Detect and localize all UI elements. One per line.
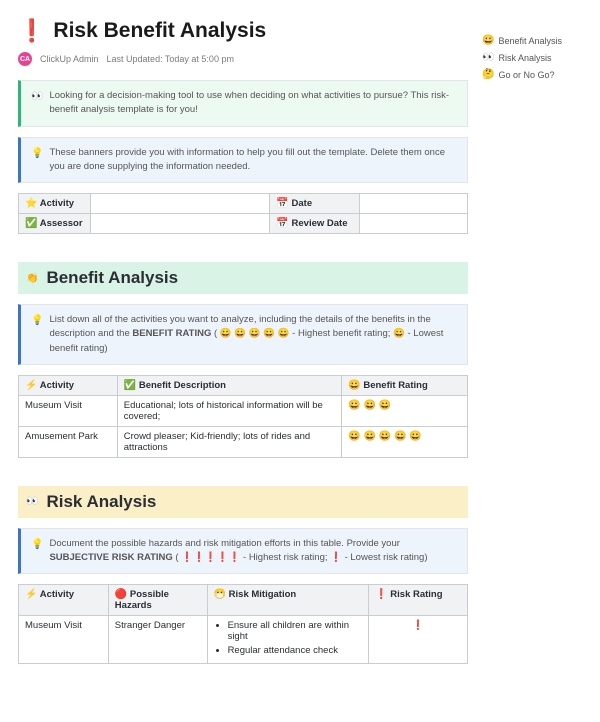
risk-rating-0: ❗ xyxy=(369,616,468,664)
benefit-table: ⚡ Activity ✅ Benefit Description 😀 Benef… xyxy=(18,375,468,458)
sidebar-item-label: Go or No Go? xyxy=(498,70,554,80)
risk-section-title: Risk Analysis xyxy=(46,492,156,512)
bolt-icon: ⚡ xyxy=(25,380,37,391)
info-table: ⭐ Activity 📅 Date ✅ Assessor 📅 Review Da… xyxy=(18,193,468,234)
sidebar-item-risk[interactable]: 👀 Risk Analysis xyxy=(482,49,592,66)
benefit-section-header: 👏 Benefit Analysis xyxy=(18,262,468,294)
smile-icon: 😀 xyxy=(348,380,360,391)
risk-activity-0: Museum Visit xyxy=(19,616,109,664)
info-activity-label: Activity xyxy=(40,198,74,209)
risk-col-activity: Activity xyxy=(40,589,74,600)
calendar-icon: 📅 xyxy=(276,198,288,209)
benefit-col-activity: Activity xyxy=(40,380,74,391)
risk-banner-text: Document the possible hazards and risk m… xyxy=(49,537,457,566)
bulb-icon: 💡 xyxy=(31,146,43,175)
exclamation-icon: ❗ xyxy=(375,589,387,600)
table-row: Museum Visit Educational; lots of histor… xyxy=(19,395,468,426)
risk-col-mitigation: Risk Mitigation xyxy=(229,589,297,600)
info-date-label: Date xyxy=(292,198,313,209)
sidebar-item-benefit[interactable]: 😀 Benefit Analysis xyxy=(482,32,592,49)
benefit-banner: 💡 List down all of the activities you wa… xyxy=(18,304,468,365)
risk-table: ⚡ Activity 🔴 Possible Hazards 😷 Risk Mit… xyxy=(18,584,468,664)
author-avatar: CA xyxy=(18,52,32,66)
benefit-activity-0: Museum Visit xyxy=(19,395,118,426)
bolt-icon: ⚡ xyxy=(25,589,37,600)
smile-icon: 😀 xyxy=(482,35,494,46)
benefit-desc-1: Crowd pleaser; Kid-friendly; lots of rid… xyxy=(117,426,342,457)
page-meta: CA ClickUp Admin Last Updated: Today at … xyxy=(18,52,468,66)
page-title: ❗ Risk Benefit Analysis xyxy=(18,18,468,44)
check-icon: ✅ xyxy=(25,218,37,229)
benefit-col-rating: Benefit Rating xyxy=(363,380,427,391)
exclamation-icon: ❗ xyxy=(18,18,45,44)
table-row: Museum Visit Stranger Danger Ensure all … xyxy=(19,616,468,664)
sidebar: 😀 Benefit Analysis 👀 Risk Analysis 🤔 Go … xyxy=(482,32,592,83)
info-activity-value[interactable] xyxy=(90,194,270,214)
last-updated: Last Updated: Today at 5:00 pm xyxy=(107,54,234,64)
check-icon: ✅ xyxy=(124,380,136,391)
page-title-text: Risk Benefit Analysis xyxy=(53,19,266,43)
intro-banner: 👀 Looking for a decision-making tool to … xyxy=(18,80,468,127)
benefit-banner-text: List down all of the activities you want… xyxy=(49,313,457,356)
calendar-icon: 📅 xyxy=(276,218,288,229)
table-row: Amusement Park Crowd pleaser; Kid-friend… xyxy=(19,426,468,457)
info-reviewdate-value[interactable] xyxy=(360,214,468,234)
mask-icon: 😷 xyxy=(214,589,226,600)
benefit-rating-0: 😀 😀 😀 xyxy=(342,395,468,426)
intro-banner-text: Looking for a decision-making tool to us… xyxy=(49,89,457,118)
mitigation-item: Ensure all children are within sight xyxy=(228,620,363,642)
eyes-icon: 👀 xyxy=(482,52,494,63)
help-banner: 💡 These banners provide you with informa… xyxy=(18,137,468,184)
risk-section-header: 👀 Risk Analysis xyxy=(18,486,468,518)
info-date-value[interactable] xyxy=(360,194,468,214)
benefit-section-title: Benefit Analysis xyxy=(46,268,178,288)
clap-icon: 👏 xyxy=(26,273,38,284)
sidebar-item-label: Risk Analysis xyxy=(498,53,551,63)
risk-mitigation-0: Ensure all children are within sight Reg… xyxy=(207,616,369,664)
bulb-icon: 💡 xyxy=(31,537,43,566)
red-circle-icon: 🔴 xyxy=(115,589,127,600)
sidebar-item-label: Benefit Analysis xyxy=(498,36,562,46)
mitigation-item: Regular attendance check xyxy=(228,645,363,656)
risk-hazards-0: Stranger Danger xyxy=(108,616,207,664)
benefit-col-desc: Benefit Description xyxy=(139,380,226,391)
eyes-icon: 👀 xyxy=(26,496,38,507)
author-name: ClickUp Admin xyxy=(40,54,99,64)
help-banner-text: These banners provide you with informati… xyxy=(49,146,457,175)
bulb-icon: 💡 xyxy=(31,313,43,356)
star-icon: ⭐ xyxy=(25,198,37,209)
thinking-icon: 🤔 xyxy=(482,69,494,80)
risk-col-rating: Risk Rating xyxy=(390,589,442,600)
info-reviewdate-label: Review Date xyxy=(292,218,348,229)
benefit-rating-1: 😀 😀 😀 😀 😀 xyxy=(342,426,468,457)
benefit-activity-1: Amusement Park xyxy=(19,426,118,457)
eyes-icon: 👀 xyxy=(31,89,43,118)
benefit-desc-0: Educational; lots of historical informat… xyxy=(117,395,342,426)
sidebar-item-gonogo[interactable]: 🤔 Go or No Go? xyxy=(482,66,592,83)
risk-banner: 💡 Document the possible hazards and risk… xyxy=(18,528,468,575)
info-assessor-value[interactable] xyxy=(90,214,270,234)
info-assessor-label: Assessor xyxy=(40,218,83,229)
